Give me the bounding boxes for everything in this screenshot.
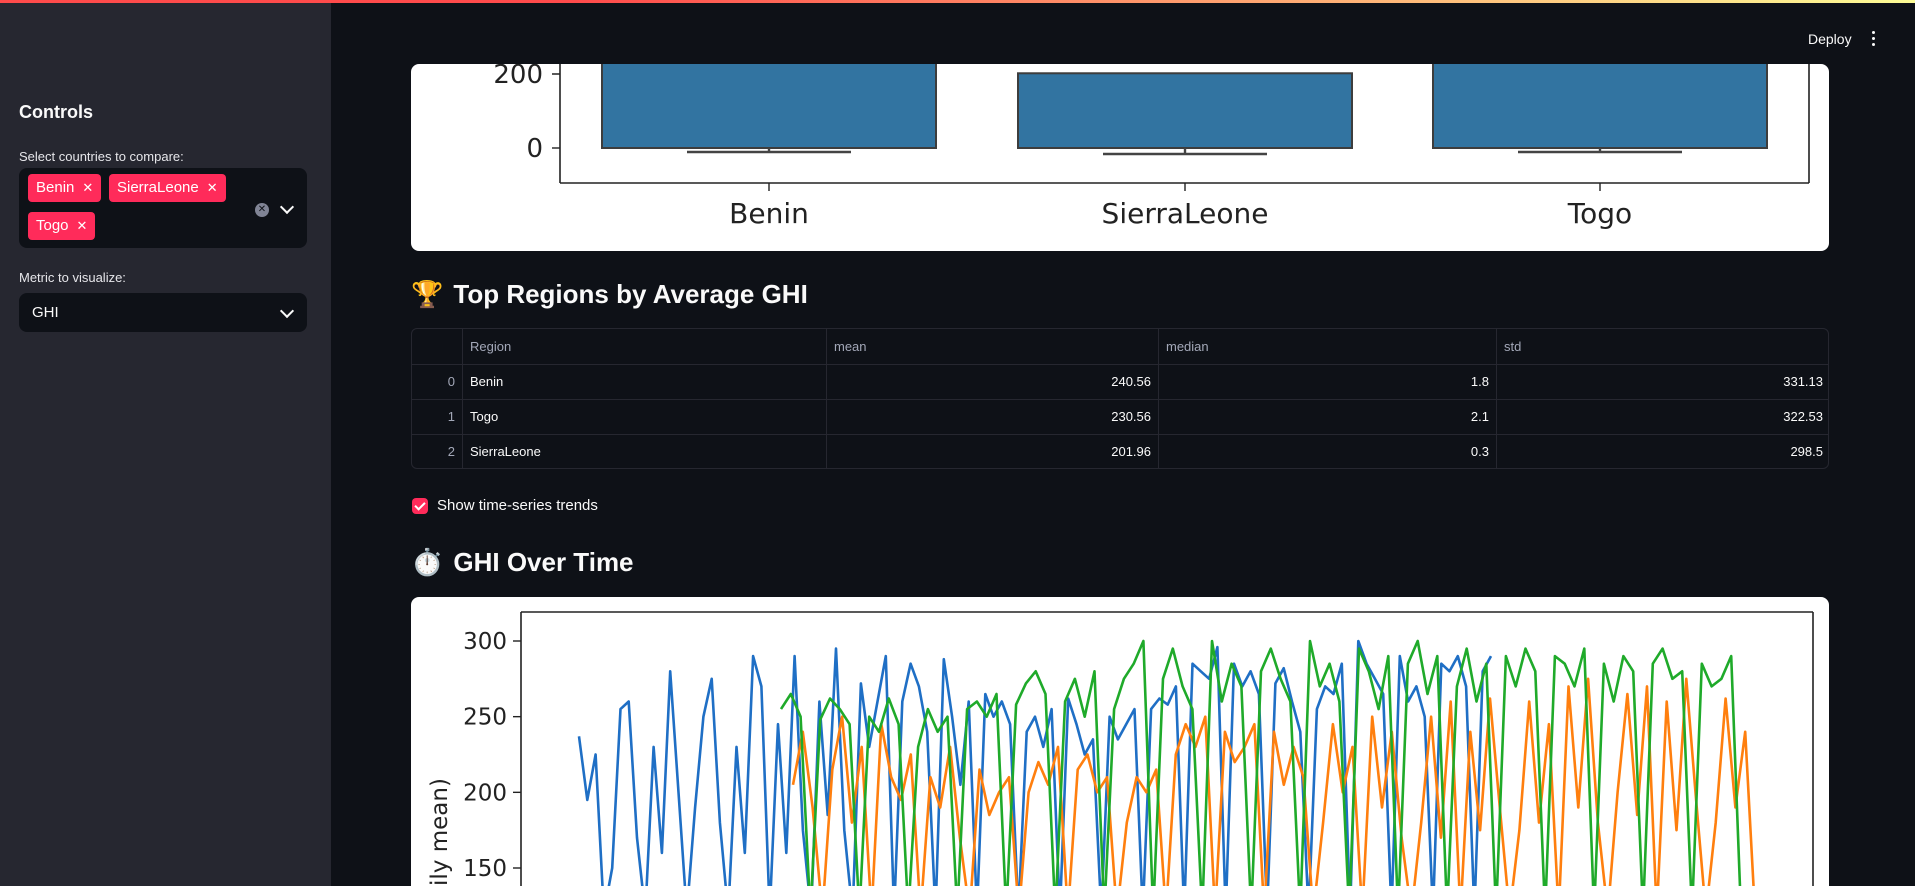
table-row: 2 SierraLeone 201.96 0.3 298.5 xyxy=(412,434,1828,468)
header-region[interactable]: Region xyxy=(463,329,827,364)
cell-median[interactable]: 1.8 xyxy=(1159,364,1497,399)
y-tick-label: 200 xyxy=(493,64,543,90)
header-index[interactable] xyxy=(412,329,463,364)
cell-mean[interactable]: 240.56 xyxy=(827,364,1159,399)
cell-std[interactable]: 331.13 xyxy=(1783,374,1823,389)
line-chart: 300 250 200 150 ily mean) xyxy=(427,611,1814,886)
y-tick-label: 250 xyxy=(463,705,507,731)
cell-mean[interactable]: 230.56 xyxy=(827,399,1159,434)
series-line xyxy=(779,639,1742,886)
cell-mean[interactable]: 201.96 xyxy=(827,434,1159,468)
row-index: 2 xyxy=(412,434,463,468)
y-tick-label: 200 xyxy=(463,780,507,806)
main-menu-icon[interactable] xyxy=(1872,31,1876,49)
metric-select[interactable]: GHI xyxy=(19,293,307,332)
remove-tag-icon[interactable]: ✕ xyxy=(76,218,88,233)
cell-median[interactable]: 0.3 xyxy=(1159,434,1497,468)
remove-tag-icon[interactable]: ✕ xyxy=(206,180,218,195)
table-row: 1 Togo 230.56 2.1 322.53 xyxy=(412,399,1828,435)
metric-label: Metric to visualize: xyxy=(19,270,126,285)
y-tick-label: 150 xyxy=(463,856,507,882)
cell-region[interactable]: SierraLeone xyxy=(463,434,827,468)
cell-std[interactable]: 322.53 xyxy=(1783,409,1823,424)
top-regions-heading: 🏆 Top Regions by Average GHI xyxy=(411,279,808,310)
cell-std[interactable]: 298.5 xyxy=(1790,444,1823,459)
top-regions-title: Top Regions by Average GHI xyxy=(453,279,808,309)
tag-label: SierraLeone xyxy=(117,179,199,196)
countries-label: Select countries to compare: xyxy=(19,149,184,164)
y-tick-label: 0 xyxy=(526,134,543,164)
chevron-down-icon[interactable] xyxy=(279,199,295,215)
x-tick-label: Benin xyxy=(729,197,809,230)
stopwatch-icon: ⏱️ xyxy=(411,547,444,577)
tag-togo: Togo ✕ xyxy=(28,212,96,240)
metric-value: GHI xyxy=(32,304,59,321)
tag-sierraleone: SierraLeone ✕ xyxy=(109,174,226,202)
x-tick-label: SierraLeone xyxy=(1102,197,1269,230)
bar xyxy=(1017,72,1353,149)
top-regions-table[interactable]: Region mean median std 0 Benin 240.56 1.… xyxy=(411,328,1829,469)
remove-tag-icon[interactable]: ✕ xyxy=(82,180,94,195)
row-index: 0 xyxy=(412,364,463,399)
header-std[interactable]: std xyxy=(1504,339,1522,354)
cell-region[interactable]: Togo xyxy=(463,399,827,434)
trend-checkbox-label[interactable]: Show time-series trends xyxy=(437,497,598,514)
row-index: 1 xyxy=(412,399,463,434)
y-axis-label: ily mean) xyxy=(427,778,453,886)
cell-median[interactable]: 2.1 xyxy=(1159,399,1497,434)
tag-label: Togo xyxy=(36,217,69,234)
bar xyxy=(601,64,937,150)
chevron-down-icon[interactable] xyxy=(279,303,295,319)
sidebar-title: Controls xyxy=(19,102,93,122)
trophy-icon: 🏆 xyxy=(411,279,444,309)
countries-multiselect[interactable]: Benin ✕ SierraLeone ✕ Togo ✕ ✕ xyxy=(19,168,307,248)
top-accent-line xyxy=(0,0,1915,3)
clear-all-icon[interactable]: ✕ xyxy=(255,203,269,217)
tag-benin: Benin ✕ xyxy=(28,174,102,202)
y-tick-label: 300 xyxy=(463,629,507,655)
table-row: 0 Benin 240.56 1.8 331.13 xyxy=(412,364,1828,400)
bar-chart-card: 200 0 Benin SierraLeone Togo xyxy=(411,64,1829,251)
time-series-heading: ⏱️ GHI Over Time xyxy=(411,547,634,578)
trend-checkbox[interactable] xyxy=(412,498,428,514)
table-header-row: Region mean median std xyxy=(412,329,1828,365)
series-line xyxy=(791,677,1755,886)
header-median[interactable]: median xyxy=(1159,329,1497,364)
tag-label: Benin xyxy=(36,179,75,196)
line-chart-card: 300 250 200 150 ily mean) xyxy=(411,597,1829,886)
sidebar: Controls Select countries to compare: Be… xyxy=(0,3,331,886)
bar-chart: 200 0 Benin SierraLeone Togo xyxy=(493,64,1810,230)
deploy-button[interactable]: Deploy xyxy=(1808,31,1852,47)
series-line xyxy=(577,639,1493,886)
x-tick-label: Togo xyxy=(1567,197,1632,230)
cell-region[interactable]: Benin xyxy=(463,364,827,399)
bar xyxy=(1432,64,1768,149)
header-mean[interactable]: mean xyxy=(827,329,1159,364)
time-series-title: GHI Over Time xyxy=(453,547,634,577)
